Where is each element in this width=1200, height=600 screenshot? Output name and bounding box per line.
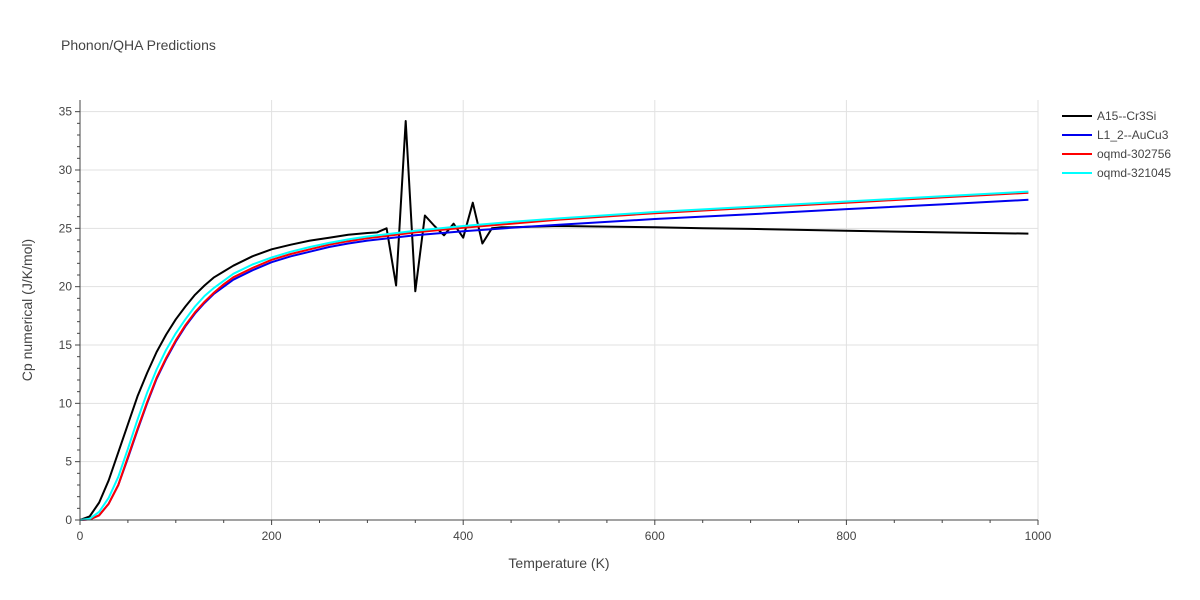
y-tick-label: 5 xyxy=(65,455,72,469)
y-tick-label: 15 xyxy=(59,338,73,352)
x-tick-label: 1000 xyxy=(1025,529,1052,543)
chart-title: Phonon/QHA Predictions xyxy=(61,37,216,53)
series-line-1 xyxy=(79,198,1029,521)
legend-item[interactable]: A15--Cr3Si xyxy=(1062,109,1156,123)
x-tick-label: 800 xyxy=(836,529,856,543)
series-line-2 xyxy=(79,191,1029,521)
y-tick-label: 30 xyxy=(59,163,73,177)
legend-item[interactable]: L1_2--AuCu3 xyxy=(1062,128,1169,142)
plot-area xyxy=(79,120,1029,521)
y-tick-label: 20 xyxy=(59,280,73,294)
x-tick-label: 600 xyxy=(645,529,665,543)
legend-label: oqmd-321045 xyxy=(1097,166,1171,180)
axes: 0 200 400 600 800 1000 0 5 10 15 20 25 30 35 xyxy=(59,100,1052,543)
gridlines xyxy=(80,100,1039,520)
series-line-3 xyxy=(79,190,1029,521)
x-tick-label: 200 xyxy=(262,529,282,543)
y-tick-label: 35 xyxy=(59,105,73,119)
x-tick-label: 0 xyxy=(77,529,84,543)
y-tick-label: 25 xyxy=(59,221,73,235)
series-line-0 xyxy=(79,120,1029,521)
legend[interactable]: A15--Cr3Si L1_2--AuCu3 oqmd-302756 oqmd-321… xyxy=(1062,109,1171,180)
y-axis-title: Cp numerical (J/K/mol) xyxy=(19,239,35,381)
legend-label: L1_2--AuCu3 xyxy=(1097,128,1169,142)
legend-label: A15--Cr3Si xyxy=(1097,109,1156,123)
y-tick-label: 0 xyxy=(65,513,72,527)
legend-item[interactable]: oqmd-302756 xyxy=(1062,147,1171,161)
y-tick-label: 10 xyxy=(59,396,73,410)
legend-item[interactable]: oqmd-321045 xyxy=(1062,166,1171,180)
x-axis-title: Temperature (K) xyxy=(508,555,609,571)
x-tick-label: 400 xyxy=(453,529,473,543)
legend-label: oqmd-302756 xyxy=(1097,147,1171,161)
